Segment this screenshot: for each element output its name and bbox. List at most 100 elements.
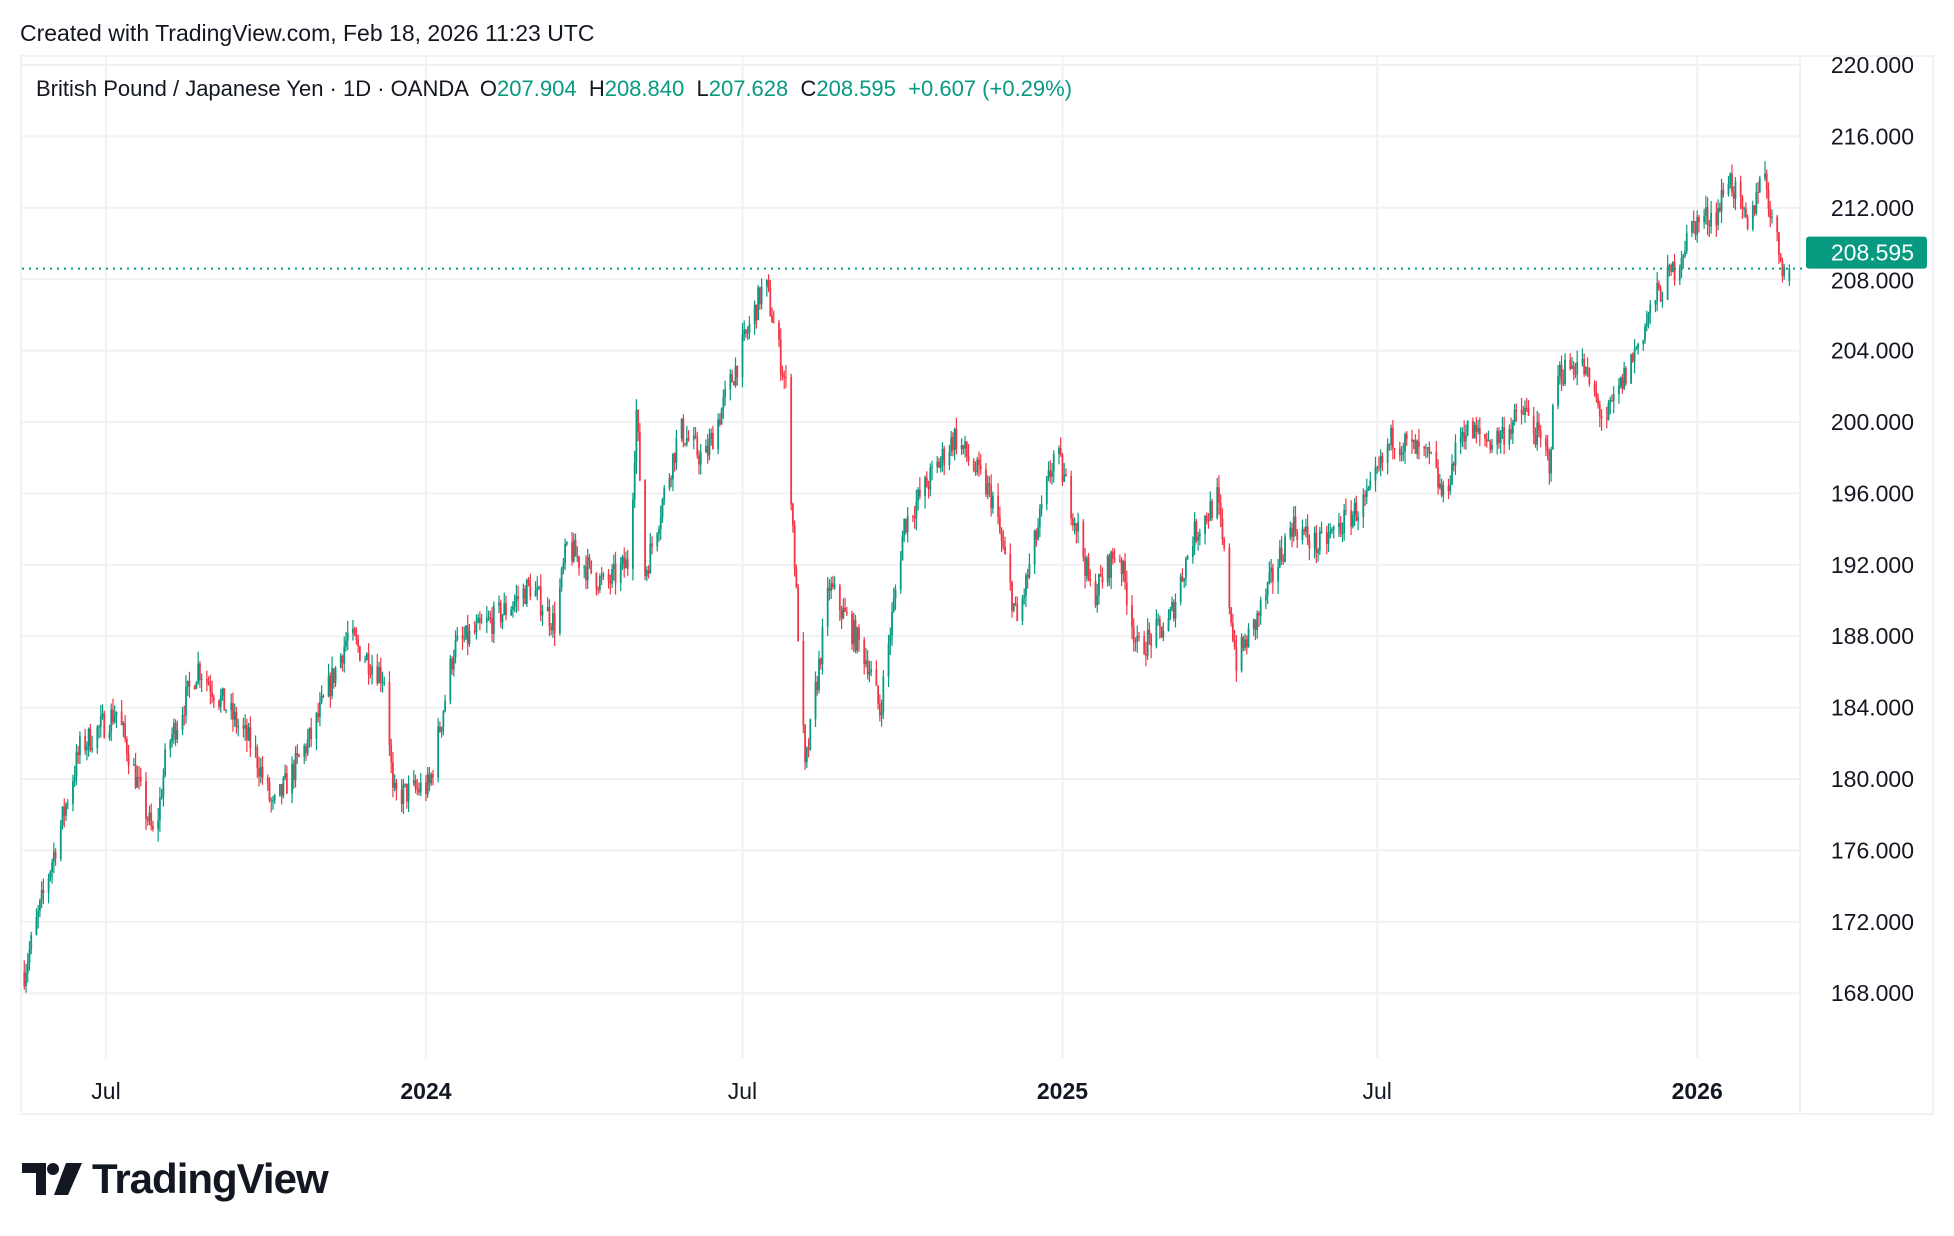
candle-body bbox=[492, 605, 495, 634]
candle-body bbox=[138, 776, 140, 778]
candle-body bbox=[1452, 463, 1455, 466]
candle-body bbox=[790, 377, 793, 505]
candle-body bbox=[525, 579, 528, 604]
candle-body bbox=[381, 682, 384, 684]
candle-body bbox=[392, 762, 394, 788]
candle-body bbox=[1113, 558, 1116, 560]
candle-body bbox=[997, 495, 1000, 517]
candle-body bbox=[1454, 442, 1457, 466]
candle-body bbox=[407, 783, 410, 802]
candle-body bbox=[1503, 427, 1506, 445]
candle-body bbox=[1576, 362, 1579, 375]
candle-body bbox=[233, 711, 236, 720]
candle-body bbox=[395, 782, 398, 790]
logo-text: TradingView bbox=[92, 1155, 329, 1202]
candle-body bbox=[176, 729, 179, 740]
candle-body bbox=[1661, 299, 1664, 302]
candle-body bbox=[160, 797, 163, 799]
candle-body bbox=[778, 323, 780, 340]
candle-body bbox=[609, 581, 612, 584]
price-tick-label: 188.000 bbox=[1831, 623, 1914, 649]
candle-body bbox=[334, 667, 337, 683]
candle-body bbox=[1751, 205, 1754, 229]
price-tick-label: 208.000 bbox=[1831, 268, 1914, 294]
tradingview-logo[interactable]: TradingView bbox=[22, 1155, 329, 1203]
candle-body bbox=[814, 682, 817, 720]
candle-body bbox=[638, 431, 641, 481]
chart-pane[interactable] bbox=[20, 55, 1934, 1115]
candle-body bbox=[205, 679, 208, 682]
symbol-title: British Pound / Japanese Yen · 1D · OAND… bbox=[36, 76, 468, 101]
candle-body bbox=[245, 724, 248, 741]
candle-body bbox=[802, 641, 805, 725]
candle-body bbox=[927, 487, 930, 490]
candle-body bbox=[1438, 483, 1441, 488]
candle-body bbox=[1692, 221, 1695, 223]
candle-body bbox=[461, 635, 464, 639]
candle-body bbox=[1065, 474, 1067, 476]
candle-body bbox=[1404, 434, 1406, 452]
candle-body bbox=[675, 438, 678, 463]
candle-body bbox=[1524, 407, 1526, 415]
candle-body bbox=[249, 727, 252, 749]
candle-body bbox=[1498, 430, 1500, 443]
candle-body bbox=[1138, 635, 1140, 637]
candle-body bbox=[207, 681, 210, 685]
candle-body bbox=[369, 673, 372, 675]
candle-body bbox=[936, 461, 939, 467]
candle-body bbox=[1195, 521, 1198, 541]
candle-body bbox=[1644, 326, 1646, 340]
candle-body bbox=[875, 669, 878, 686]
candle-body bbox=[103, 713, 106, 738]
candle-body bbox=[1605, 418, 1608, 420]
candle-body bbox=[79, 736, 81, 756]
candle-body bbox=[1487, 440, 1490, 442]
candle-body bbox=[948, 452, 951, 466]
candle-body bbox=[851, 613, 853, 645]
candle-body bbox=[174, 723, 177, 740]
candle-body bbox=[357, 639, 360, 647]
candle-body bbox=[585, 566, 587, 581]
candle-body bbox=[1538, 422, 1540, 431]
candle-body bbox=[1084, 557, 1086, 576]
candle-body bbox=[1704, 207, 1707, 216]
candle-body bbox=[1489, 440, 1492, 450]
candle-body bbox=[687, 438, 690, 441]
candle-body bbox=[1059, 448, 1062, 455]
candle-body bbox=[1172, 602, 1175, 619]
candle-body bbox=[419, 782, 422, 793]
candle-body bbox=[1673, 262, 1676, 281]
candle-body bbox=[941, 448, 944, 461]
candle-body bbox=[663, 488, 666, 500]
candle-body bbox=[571, 542, 573, 562]
candle-body bbox=[1511, 422, 1514, 434]
candle-body bbox=[1301, 529, 1304, 541]
candle-body bbox=[1247, 628, 1250, 648]
candle-body bbox=[1198, 533, 1201, 537]
candle-body bbox=[405, 783, 408, 802]
candle-body bbox=[844, 607, 846, 612]
candle-body bbox=[964, 441, 966, 449]
candle-body bbox=[1491, 444, 1493, 450]
candle-body bbox=[1233, 640, 1236, 647]
candle-body bbox=[157, 820, 160, 830]
candle-body bbox=[939, 460, 942, 468]
candle-body bbox=[1440, 483, 1443, 496]
candle-body bbox=[1221, 518, 1224, 540]
candle-body bbox=[139, 777, 142, 782]
candle-body bbox=[1204, 515, 1206, 534]
candle-body bbox=[1265, 595, 1267, 601]
candle-body bbox=[1124, 561, 1126, 583]
candle-body bbox=[578, 556, 580, 568]
candle-body bbox=[1411, 439, 1413, 442]
close-label: C bbox=[800, 76, 817, 101]
candle-body bbox=[108, 732, 111, 738]
candle-body bbox=[828, 587, 831, 592]
candle-body bbox=[612, 563, 615, 570]
candle-body bbox=[432, 774, 434, 778]
candle-body bbox=[1058, 448, 1060, 455]
candle-body bbox=[529, 583, 532, 597]
candle-body bbox=[1612, 394, 1615, 401]
candle-body bbox=[1294, 516, 1297, 532]
